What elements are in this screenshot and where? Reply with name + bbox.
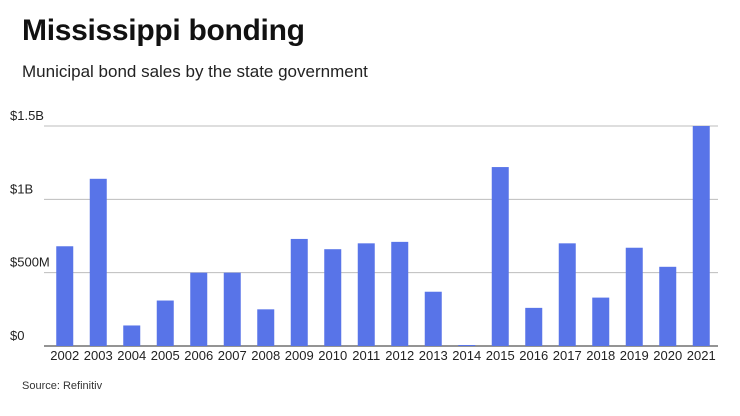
bar-2019 [625,247,643,346]
x-tick-label: 2003 [84,348,113,363]
x-tick-label: 2004 [117,348,146,363]
bar-2004 [123,325,141,346]
bar-2020 [659,266,677,346]
bar-2006 [190,272,208,346]
x-tick-label: 2008 [251,348,280,363]
bar-2015 [491,167,509,346]
x-tick-label: 2002 [50,348,79,363]
x-tick-label: 2021 [687,348,716,363]
bar-2017 [558,243,576,346]
y-tick-label: $1B [10,181,33,196]
bar-2021 [692,126,710,346]
y-tick-label: $500M [10,255,50,270]
bar-2012 [391,241,409,346]
x-tick-label: 2010 [318,348,347,363]
x-tick-label: 2011 [352,348,380,363]
x-tick-label: 2007 [218,348,247,363]
bar-2014 [458,345,476,346]
x-tick-label: 2017 [553,348,582,363]
bar-2018 [592,297,610,346]
bar-2016 [525,307,543,346]
x-tick-label: 2009 [285,348,314,363]
bar-2007 [223,272,241,346]
bar-2005 [156,300,174,346]
source-note: Source: Refinitiv [22,380,103,392]
y-axis-ticks: $0 $500M $1B $1.5B [10,108,50,343]
x-tick-label: 2006 [184,348,213,363]
x-tick-label: 2015 [486,348,515,363]
x-tick-label: 2005 [151,348,180,363]
grid-lines [44,125,718,347]
x-tick-label: 2020 [653,348,682,363]
bar-2002 [56,246,74,346]
bar-2010 [324,249,342,346]
chart-title: Mississippi bonding [22,14,305,47]
bar-2011 [357,243,375,346]
bar-2008 [257,309,275,346]
chart-subtitle: Municipal bond sales by the state govern… [22,62,368,81]
x-tick-label: 2016 [519,348,548,363]
y-tick-label: $1.5B [10,108,44,123]
x-tick-label: 2013 [419,348,448,363]
bar-2013 [424,291,442,346]
x-tick-label: 2012 [385,348,414,363]
x-tick-label: 2018 [586,348,615,363]
bars [56,126,710,346]
x-tick-label: 2014 [452,348,481,363]
y-tick-label: $0 [10,328,24,343]
bar-2003 [89,178,107,346]
x-axis-ticks: 2002 2003 2004 2005 2006 2007 2008 2009 2010 2011… [50,348,715,363]
bar-2009 [290,238,308,346]
x-tick-label: 2019 [620,348,649,363]
